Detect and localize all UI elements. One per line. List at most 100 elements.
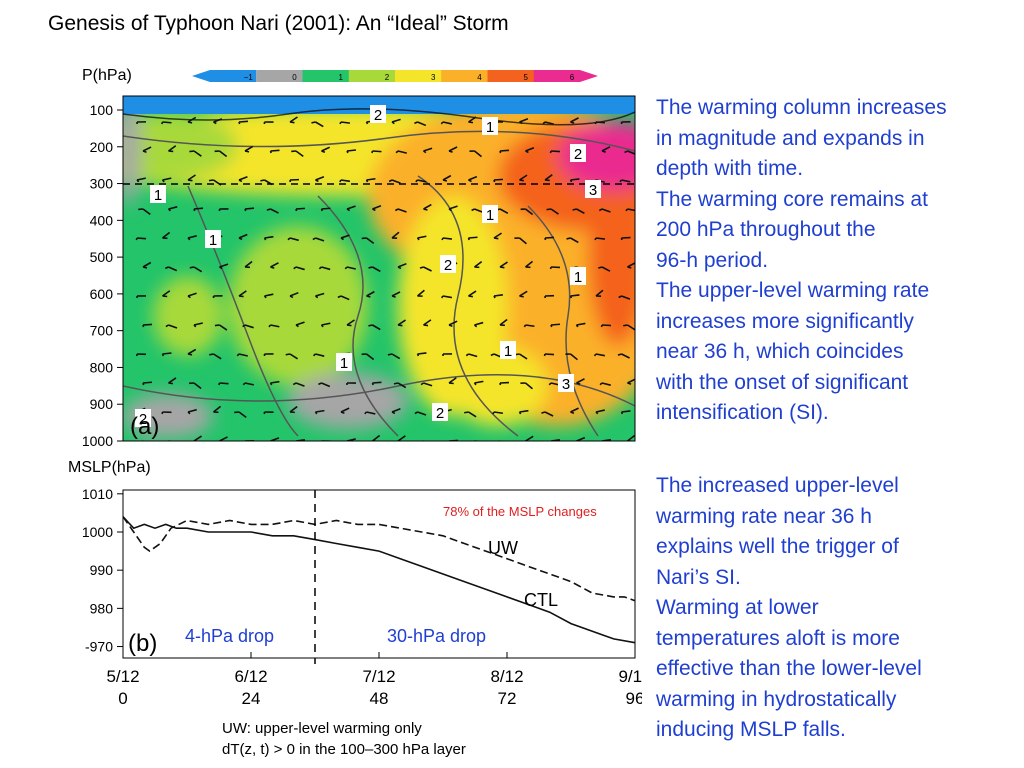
wind-barb bbox=[136, 121, 147, 125]
wind-barb bbox=[295, 207, 306, 212]
uw-definition-note: UW: upper-level warming only dT(z, t) > … bbox=[222, 718, 466, 760]
side-text-line: with the onset of significant bbox=[656, 370, 909, 394]
side-text-block-1: The warming column increases in magnitud… bbox=[656, 93, 1006, 429]
wind-barb bbox=[263, 411, 274, 415]
wind-barb bbox=[218, 382, 229, 386]
contour-label: 1 bbox=[205, 230, 221, 249]
wind-barb bbox=[234, 411, 247, 419]
wind-barb bbox=[541, 411, 554, 417]
wind-barb bbox=[598, 266, 611, 272]
side-text-line: Warming at lower bbox=[656, 596, 819, 619]
contour-label: 2 bbox=[440, 255, 456, 274]
wind-barb bbox=[416, 352, 427, 357]
wind-barb bbox=[189, 382, 202, 390]
panel-a-y-tick-label: 600 bbox=[90, 286, 114, 302]
colorbar-tick-label: 5 bbox=[524, 73, 529, 82]
svg-text:2: 2 bbox=[139, 411, 147, 428]
note-line-2: dT(z, t) > 0 in the 100–300 hPa layer bbox=[222, 741, 466, 758]
wind-barbs bbox=[135, 116, 635, 441]
wind-barb bbox=[546, 208, 559, 215]
wind-barb bbox=[594, 121, 606, 125]
wind-barb bbox=[238, 120, 249, 125]
wind-barb bbox=[416, 289, 425, 297]
panel-a-frame bbox=[122, 95, 636, 442]
side-text-line: intensification (SI). bbox=[656, 401, 829, 424]
wind-barb bbox=[575, 322, 586, 328]
wind-barb bbox=[423, 147, 433, 154]
wind-barb bbox=[293, 266, 305, 271]
wind-barb bbox=[289, 116, 298, 124]
side-text-line: 200 hPa throughout the bbox=[656, 218, 876, 241]
panel-a-y-tick-label: 1000 bbox=[82, 433, 113, 449]
wind-barb bbox=[619, 179, 631, 183]
contour-line bbox=[123, 130, 635, 152]
wind-barb bbox=[473, 380, 484, 386]
wind-barb bbox=[242, 382, 254, 386]
wind-barb bbox=[627, 262, 635, 269]
wind-barb bbox=[161, 411, 172, 415]
wind-barb bbox=[391, 118, 401, 125]
colorbar-segment bbox=[533, 70, 598, 82]
wind-barb bbox=[238, 176, 248, 183]
panel-a-y-tick-label: 900 bbox=[90, 396, 114, 412]
wind-barb bbox=[346, 319, 355, 327]
wind-barb bbox=[514, 237, 527, 245]
contour-label: 1 bbox=[336, 353, 352, 372]
panel-a-y-tick-label: 100 bbox=[90, 102, 114, 118]
wind-barb bbox=[468, 175, 478, 183]
wind-barb bbox=[448, 205, 458, 212]
wind-barb bbox=[263, 121, 274, 125]
wind-barb bbox=[138, 208, 151, 215]
wind-barb bbox=[523, 324, 535, 328]
wind-barb bbox=[214, 150, 228, 158]
panel-b-x-tick-hour: 96 bbox=[626, 689, 642, 708]
colorbar-segment bbox=[348, 70, 396, 82]
svg-text:3: 3 bbox=[589, 182, 597, 199]
panel-a-heat-field: 2 1 2 3 1 1 1 2 1 1 1 2 2 3 (a) bbox=[123, 96, 635, 441]
heat-lightgreen-left bbox=[123, 111, 238, 181]
wind-barb bbox=[339, 179, 351, 183]
wind-barb bbox=[423, 203, 432, 211]
wind-barb bbox=[414, 411, 427, 416]
svg-text:2: 2 bbox=[574, 146, 582, 163]
wind-barb bbox=[423, 319, 432, 327]
wind-barb bbox=[368, 324, 381, 331]
contour-label: 1 bbox=[570, 267, 586, 286]
wind-barb bbox=[340, 234, 350, 241]
contour-label: 1 bbox=[482, 205, 498, 224]
wind-barb bbox=[318, 382, 331, 388]
svg-text:1: 1 bbox=[574, 269, 582, 286]
wind-barb bbox=[193, 322, 203, 328]
wind-barb bbox=[213, 405, 222, 414]
wind-barb bbox=[549, 150, 561, 154]
wind-barb bbox=[520, 208, 534, 216]
wind-barb bbox=[415, 179, 427, 183]
wind-barb bbox=[493, 232, 502, 240]
wind-barb bbox=[448, 320, 458, 327]
wind-barb bbox=[292, 382, 305, 387]
colorbar-segment bbox=[192, 70, 257, 82]
heat-gray-low bbox=[288, 373, 408, 429]
wind-barb bbox=[295, 321, 305, 328]
wind-barb bbox=[320, 322, 331, 328]
series-line-uw bbox=[122, 516, 636, 602]
wind-barb bbox=[520, 382, 533, 390]
panel-b-x-tick-date: 6/12 bbox=[234, 667, 267, 686]
panel-a-y-tick-label: 500 bbox=[90, 249, 114, 265]
wind-barb bbox=[618, 295, 631, 300]
wind-barb bbox=[263, 293, 274, 299]
panel-b-y-tick-label: 980 bbox=[90, 600, 114, 616]
wind-barb bbox=[263, 235, 274, 241]
wind-barb bbox=[440, 295, 453, 299]
panel-a-y-axis-title: P(hPa) bbox=[82, 67, 132, 84]
colorbar-segment bbox=[487, 70, 535, 82]
wind-barb bbox=[187, 174, 196, 182]
side-text-line: The upper-level warming rate bbox=[656, 279, 930, 302]
wind-barb bbox=[219, 436, 228, 441]
colorbar-segment bbox=[395, 70, 442, 82]
wind-barb bbox=[442, 174, 452, 182]
wind-barb bbox=[337, 295, 350, 301]
wind-barb bbox=[474, 321, 484, 328]
wind-barb bbox=[550, 323, 561, 328]
wind-barb bbox=[311, 121, 324, 128]
